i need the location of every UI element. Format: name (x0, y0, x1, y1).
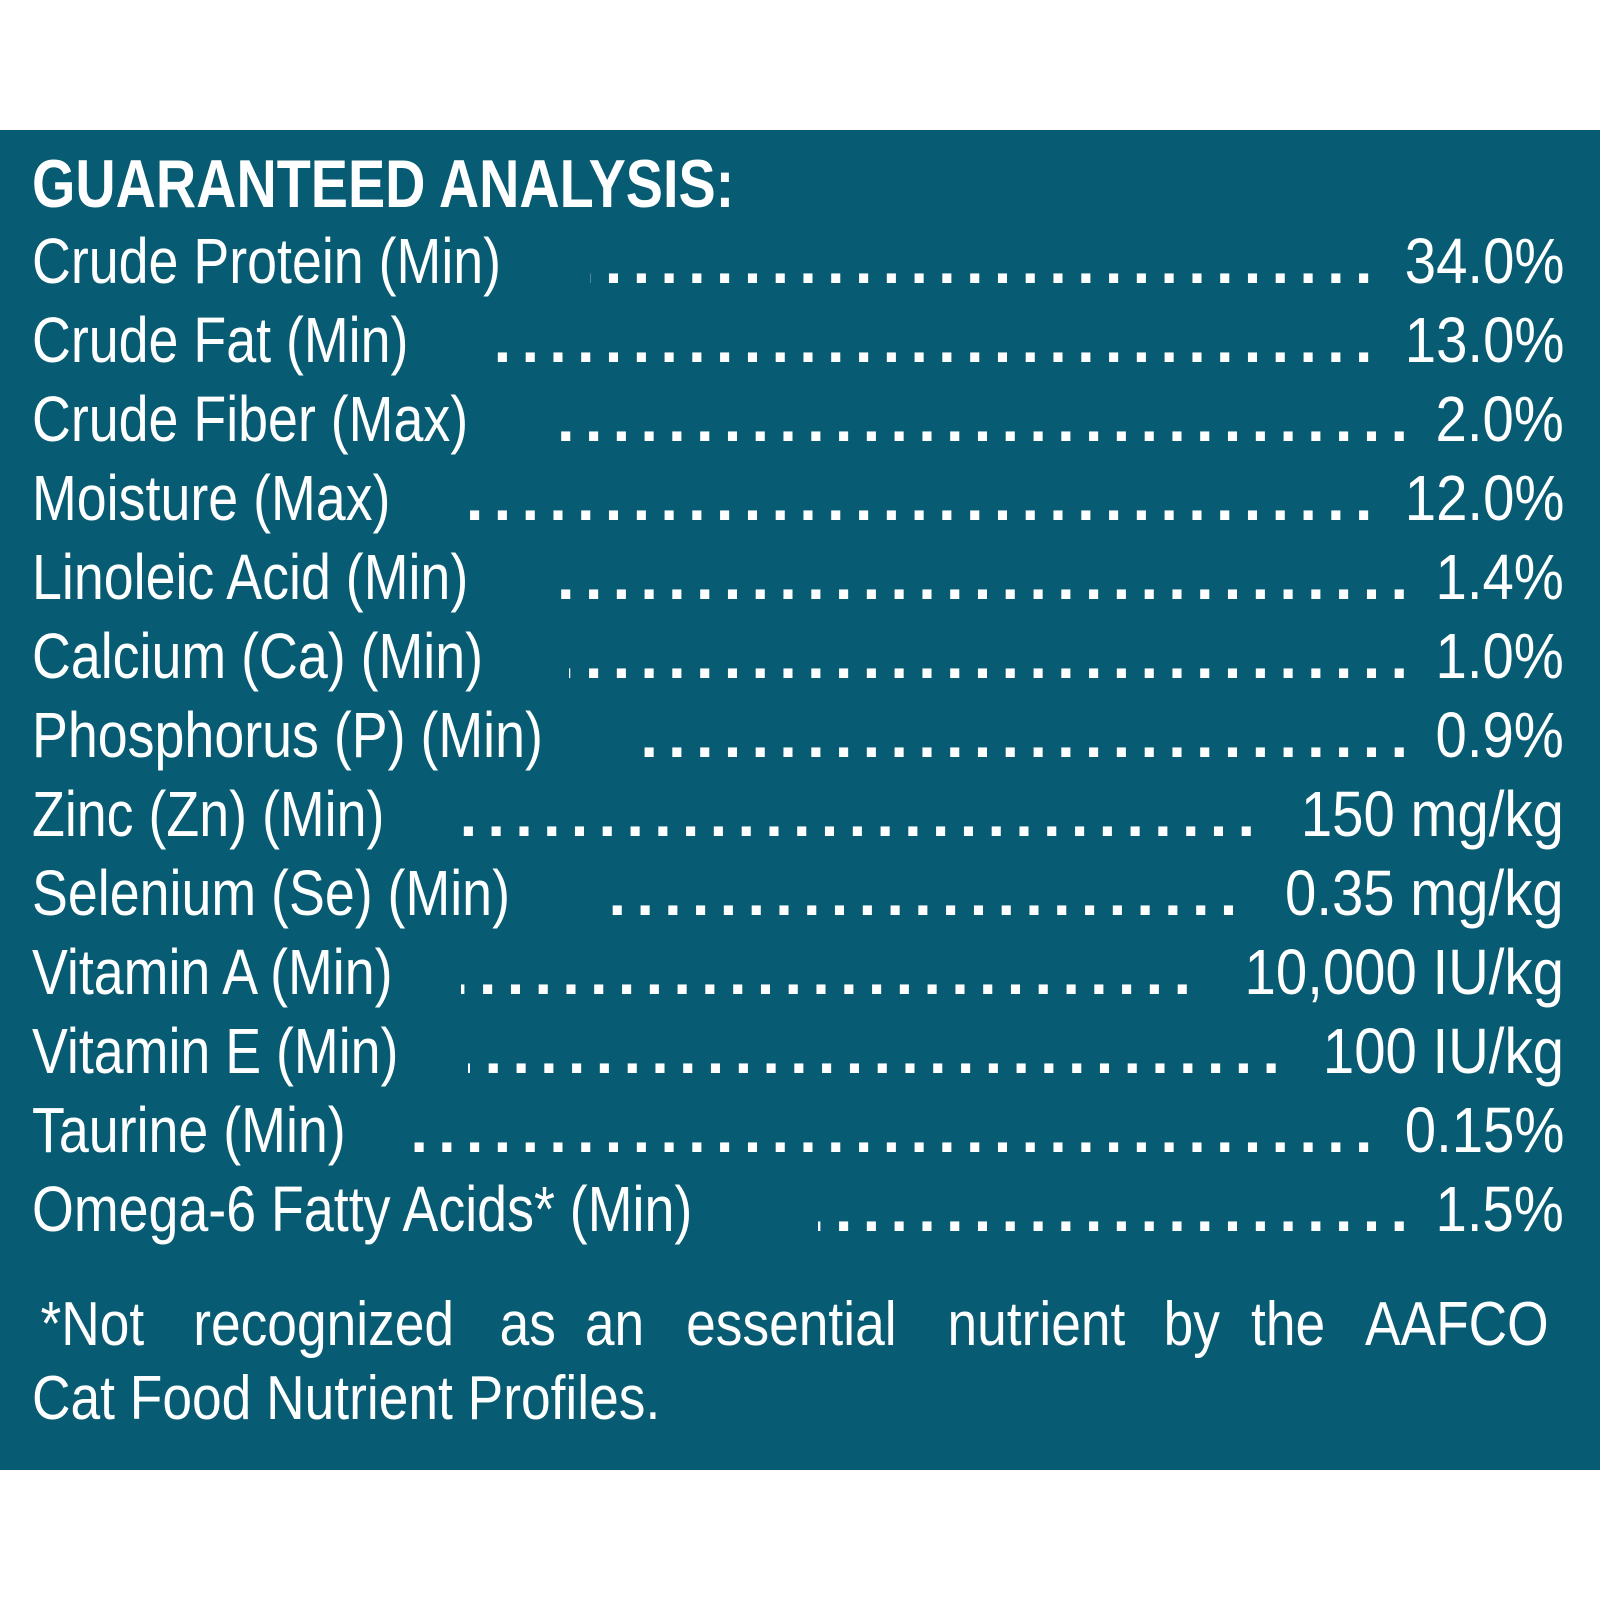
analysis-row: Crude Fat (Min).........................… (32, 301, 1564, 380)
dot-leader: ........................................… (461, 936, 1202, 1008)
footnote-word: essential (685, 1290, 897, 1359)
nutrient-label: Omega-6 Fatty Acids* (Min) (32, 1173, 693, 1245)
analysis-row: Crude Fiber (Max).......................… (32, 380, 1564, 459)
analysis-row: Zinc (Zn) (Min).........................… (32, 775, 1564, 854)
footnote-word: an (585, 1290, 645, 1359)
dot-leader: ........................................… (451, 778, 1266, 850)
analysis-row: Phosphorus (P) (Min)....................… (32, 696, 1564, 775)
nutrient-label: Crude Fat (Min) (32, 304, 409, 376)
dot-leader: ........................................… (640, 699, 1419, 771)
dot-leader: ........................................… (551, 541, 1419, 613)
nutrient-value: 10,000 IU/kg (1244, 936, 1564, 1008)
footnote-word: recognized (193, 1290, 455, 1359)
nutrient-label: Linoleic Acid (Min) (32, 541, 469, 613)
dot-leader: ........................................… (459, 462, 1383, 534)
nutrient-value: 1.4% (1435, 541, 1564, 613)
footnote-line-2: Cat Food Nutrient Profiles. (32, 1364, 661, 1433)
nutrient-value: 1.0% (1435, 620, 1564, 692)
footnote-word: as (499, 1290, 557, 1359)
footnote-line-1: *Not recognized as an essential nutrient by the… (32, 1288, 1564, 1362)
nutrient-value: 13.0% (1404, 304, 1564, 376)
analysis-row: Moisture (Max)..........................… (32, 459, 1564, 538)
nutrient-value: 1.5% (1435, 1173, 1564, 1245)
analysis-row: Calcium (Ca) (Min)......................… (32, 617, 1564, 696)
nutrient-value: 0.9% (1435, 699, 1564, 771)
dot-leader: ........................................… (569, 620, 1419, 692)
nutrient-value: 12.0% (1404, 462, 1564, 534)
nutrient-label: Taurine (Min) (32, 1094, 346, 1166)
nutrient-value: 100 IU/kg (1322, 1015, 1564, 1087)
footnote-word: by (1164, 1290, 1221, 1359)
nutrient-label: Phosphorus (P) (Min) (32, 699, 543, 771)
footnote-word: AAFCO (1365, 1290, 1549, 1359)
dot-leader: ........................................… (468, 1015, 1291, 1087)
dot-leader: ........................................… (601, 857, 1248, 929)
analysis-row: Vitamin E (Min).........................… (32, 1012, 1564, 1091)
analysis-row: Selenium (Se) (Min).....................… (32, 854, 1564, 933)
nutrient-label: Calcium (Ca) (Min) (32, 620, 484, 692)
analysis-row: Crude Protein (Min).....................… (32, 222, 1564, 301)
nutrient-label: Moisture (Max) (32, 462, 391, 534)
nutrient-label: Selenium (Se) (Min) (32, 857, 510, 929)
nutrient-label: Crude Fiber (Max) (32, 383, 469, 455)
nutrient-label: Zinc (Zn) (Min) (32, 778, 385, 850)
dot-leader: ........................................… (480, 304, 1383, 376)
nutrient-label: Vitamin A (Min) (32, 936, 393, 1008)
guaranteed-analysis-panel: GUARANTEED ANALYSIS: Crude Protein (Min)… (0, 130, 1600, 1470)
footnote-word: *Not (40, 1290, 145, 1359)
analysis-table: Crude Protein (Min).....................… (32, 222, 1564, 1249)
dot-leader: ........................................… (405, 1094, 1383, 1166)
analysis-row: Linoleic Acid (Min).....................… (32, 538, 1564, 617)
section-heading: GUARANTEED ANALYSIS: (32, 146, 735, 222)
footnote-word: nutrient (947, 1290, 1126, 1359)
analysis-row: Omega-6 Fatty Acids* (Min)..............… (32, 1170, 1564, 1249)
analysis-row: Vitamin A (Min).........................… (32, 933, 1564, 1012)
nutrient-label: Crude Protein (Min) (32, 225, 502, 297)
analysis-row: Taurine (Min)...........................… (32, 1091, 1564, 1170)
nutrient-value: 34.0% (1404, 225, 1564, 297)
footnote-word: the (1250, 1290, 1325, 1359)
nutrient-value: 0.35 mg/kg (1285, 857, 1564, 929)
dot-leader: ........................................… (818, 1173, 1419, 1245)
nutrient-value: 0.15% (1404, 1094, 1564, 1166)
dot-leader: ........................................… (590, 225, 1383, 297)
footnote: *Not recognized as an essential nutrient by the… (32, 1288, 1564, 1436)
nutrient-label: Vitamin E (Min) (32, 1015, 399, 1087)
nutrient-value: 2.0% (1435, 383, 1564, 455)
nutrient-value: 150 mg/kg (1301, 778, 1564, 850)
dot-leader: ........................................… (551, 383, 1419, 455)
